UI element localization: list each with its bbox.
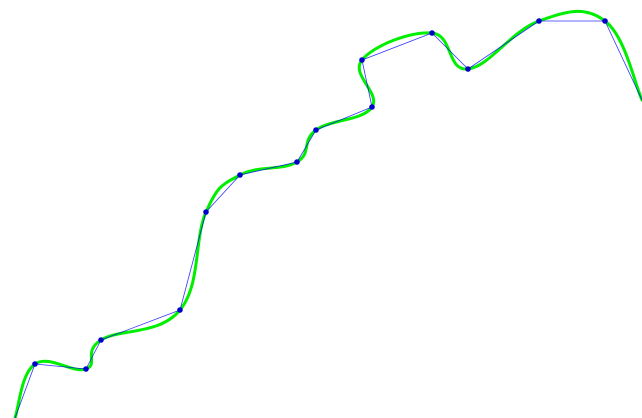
data-point [203, 209, 209, 215]
data-point [83, 366, 89, 372]
line-segment [205, 174, 241, 213]
line-segment [431, 32, 469, 70]
line-segment [315, 106, 373, 131]
line-segment [604, 20, 642, 101]
spline-series [13, 9, 642, 418]
data-point [602, 18, 608, 24]
line-segment [100, 309, 181, 341]
line-segment [361, 59, 373, 108]
data-point [177, 307, 183, 313]
line-segment [467, 20, 540, 70]
data-point [536, 18, 542, 24]
polyline-series [14, 20, 642, 418]
line-segment [14, 363, 36, 418]
data-markers [32, 18, 608, 372]
line-segment [239, 161, 298, 176]
line-segment [296, 129, 317, 163]
data-point [465, 66, 471, 72]
data-point [313, 127, 319, 133]
data-point [369, 104, 375, 110]
data-point [294, 159, 300, 165]
data-point [98, 337, 104, 343]
line-segment [361, 32, 433, 61]
data-point [32, 361, 38, 367]
spline-curve [13, 9, 642, 418]
data-point [429, 30, 435, 36]
line-segment [179, 211, 207, 311]
data-point [359, 57, 365, 63]
line-segment [85, 339, 102, 370]
data-point [237, 172, 243, 178]
line-segment [34, 363, 87, 370]
